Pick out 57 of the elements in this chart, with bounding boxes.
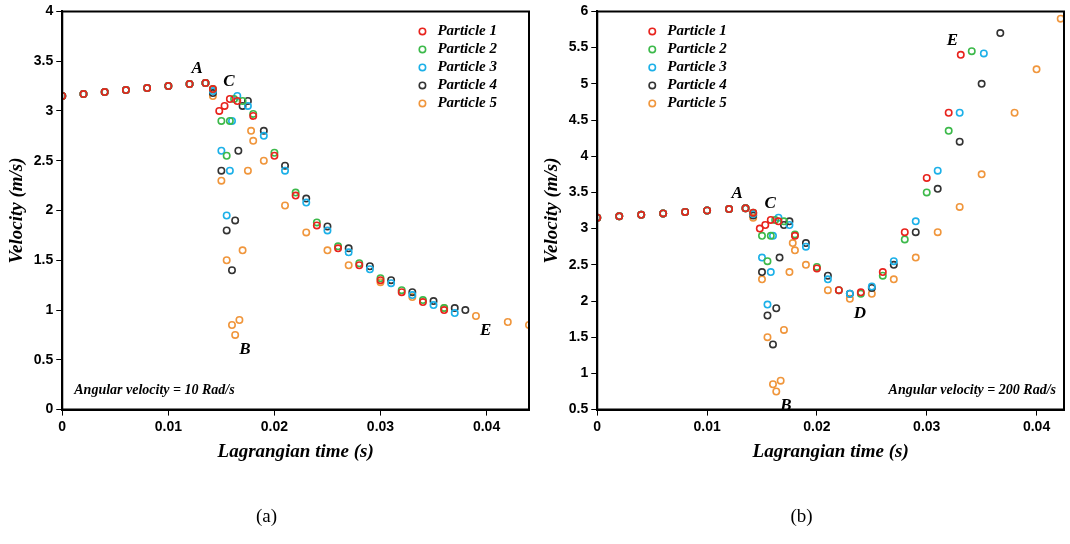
y-tick-label: 1.5 xyxy=(33,251,54,268)
x-tick-label: 0.01 xyxy=(154,417,183,434)
legend-label: Particle 2 xyxy=(667,40,728,57)
x-tick-label: 0.02 xyxy=(803,417,831,434)
y-tick-label: 0.5 xyxy=(568,400,589,417)
annotation: D xyxy=(852,302,867,322)
legend-label: Particle 4 xyxy=(667,76,728,93)
y-tick-label: 1 xyxy=(580,364,589,381)
legend-label: Particle 5 xyxy=(667,94,728,111)
y-tick-label: 5 xyxy=(580,74,589,91)
x-tick-label: 0 xyxy=(58,417,67,434)
y-tick-label: 3 xyxy=(580,219,589,236)
legend-label: Particle 3 xyxy=(437,58,498,75)
annotation: A xyxy=(190,57,203,77)
y-tick-label: 2.5 xyxy=(33,151,54,168)
text: (a) xyxy=(255,504,278,527)
y-tick-label: 1 xyxy=(45,300,54,317)
y-tick-label: 2.5 xyxy=(568,255,589,272)
x-tick-label: 0.04 xyxy=(472,417,501,434)
y-tick-label: 3 xyxy=(45,101,54,118)
y-tick-label: 1.5 xyxy=(568,328,589,345)
annotation: E xyxy=(478,319,492,339)
x-axis-title: Lagrangian time (s) xyxy=(216,439,374,462)
y-tick-label: 2 xyxy=(580,291,589,308)
legend-label: Particle 2 xyxy=(437,40,498,57)
y-tick-label: 4 xyxy=(45,2,54,19)
y-tick-label: 3.5 xyxy=(568,183,589,200)
annotation: C xyxy=(764,192,777,212)
legend-label: Particle 1 xyxy=(667,22,727,39)
x-tick-label: 0.01 xyxy=(693,417,721,434)
x-tick-label: 0.03 xyxy=(913,417,941,434)
annotation: Angular velocity = 10 Rad/s xyxy=(73,382,236,398)
x-tick-label: 0 xyxy=(593,417,602,434)
legend-label: Particle 3 xyxy=(667,58,728,75)
x-tick-label: 0.02 xyxy=(260,417,289,434)
annotation: A xyxy=(730,183,743,203)
y-tick-label: 3.5 xyxy=(33,52,54,69)
x-tick-label: 0.04 xyxy=(1022,417,1051,434)
annotation: E xyxy=(945,29,959,49)
text: (b) xyxy=(790,504,813,527)
y-tick-label: 5.5 xyxy=(568,38,589,55)
y-tick-label: 6 xyxy=(580,2,589,19)
annotation: C xyxy=(223,70,236,90)
y-axis-title: Velocity (m/s) xyxy=(540,157,563,264)
legend-label: Particle 5 xyxy=(437,94,498,111)
y-tick-label: 2 xyxy=(45,201,54,218)
y-tick-label: 4.5 xyxy=(568,110,589,127)
legend-label: Particle 1 xyxy=(437,22,498,39)
annotation: Angular velocity = 200 Rad/s xyxy=(887,382,1057,398)
y-tick-label: 0.5 xyxy=(33,350,54,367)
legend-label: Particle 4 xyxy=(437,76,498,93)
x-tick-label: 0.03 xyxy=(366,417,395,434)
y-axis-title: Velocity (m/s) xyxy=(5,157,28,264)
x-axis-title: Lagrangian time (s) xyxy=(751,439,909,462)
annotation: B xyxy=(238,338,251,358)
y-tick-label: 4 xyxy=(580,147,589,164)
y-tick-label: 0 xyxy=(45,400,54,417)
